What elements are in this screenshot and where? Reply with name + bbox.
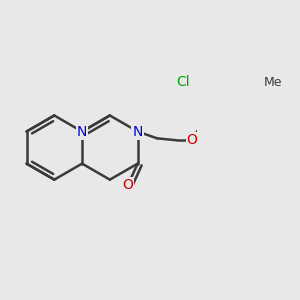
Text: O: O (122, 178, 134, 192)
Text: Me: Me (264, 76, 282, 89)
Text: O: O (187, 133, 197, 147)
Text: Cl: Cl (176, 75, 190, 89)
Text: N: N (133, 124, 143, 139)
Text: N: N (77, 124, 87, 139)
